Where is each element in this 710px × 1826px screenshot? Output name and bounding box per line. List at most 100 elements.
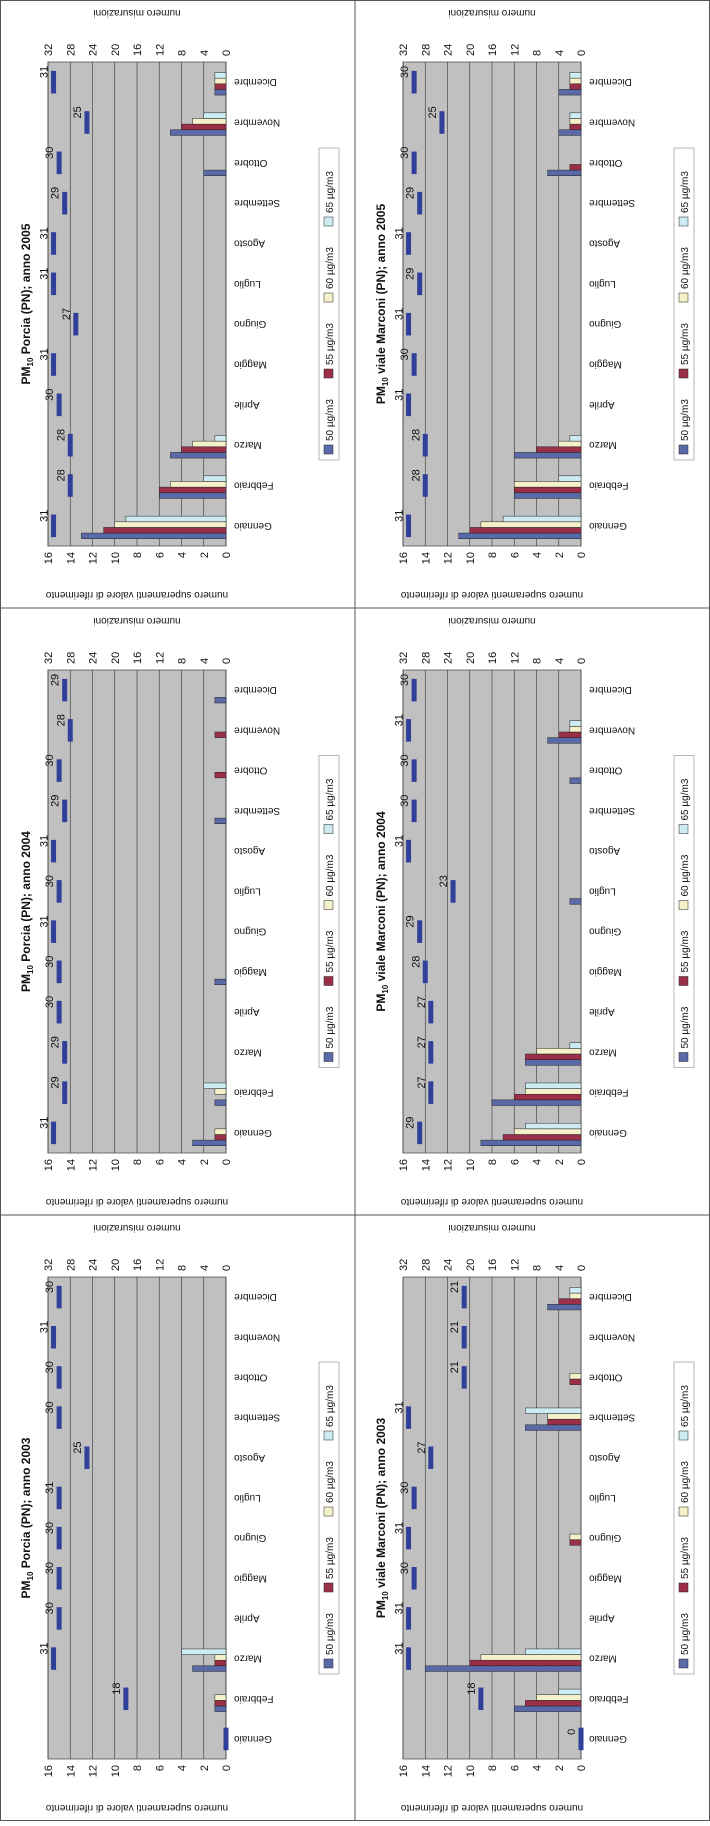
legend-label: 60 µg/m3	[680, 247, 691, 289]
bar	[558, 1298, 582, 1305]
x-tick-label: Luglio	[234, 885, 261, 896]
bar	[203, 112, 227, 119]
measurement-label: 21	[449, 1321, 461, 1333]
y-tick-label: 0	[576, 1765, 588, 1771]
y-tick-label: 4	[177, 1765, 189, 1771]
measurement-label: 30	[44, 1562, 56, 1574]
x-tick-label: Gennaio	[234, 1127, 272, 1138]
y-tick-label: 4	[177, 1159, 189, 1165]
measurement-label: 31	[44, 1482, 56, 1494]
chart-title: PM10 viale Marconi (PN); anno 2005	[374, 204, 390, 405]
x-tick-label: Novembre	[234, 117, 281, 128]
measurement-marker	[67, 719, 73, 742]
y2-tick-label: 12	[154, 1259, 166, 1271]
measurement-marker	[51, 839, 57, 863]
y2-tick-label: 4	[199, 658, 211, 664]
bar	[192, 1139, 227, 1147]
x-tick-label: Novembre	[234, 724, 281, 735]
legend-swatch	[323, 1582, 334, 1593]
y2-tick-label: 16	[132, 1259, 144, 1271]
x-tick-label: Febbraio	[589, 1693, 629, 1704]
chart-panel: PM10 Porcia (PN); anno 20050246810121416…	[19, 7, 340, 600]
measurement-label: 28	[55, 469, 67, 481]
chart-title-prefix: PM	[19, 974, 33, 992]
bar	[569, 1292, 582, 1299]
bar	[214, 817, 227, 825]
y2-axis-label: numero misurazioni	[93, 615, 180, 626]
bar	[558, 129, 582, 136]
bar	[525, 1424, 582, 1431]
measurement-marker	[62, 678, 68, 702]
measurement-marker	[56, 1486, 62, 1510]
measurement-marker	[56, 1285, 62, 1309]
measurement-label: 31	[39, 66, 51, 78]
bar	[170, 129, 227, 136]
y-tick-label: 2	[554, 1159, 566, 1165]
x-tick-label: Agosto	[234, 238, 266, 249]
measurement-label: 30	[399, 66, 411, 78]
legend-swatch	[323, 444, 334, 455]
y2-axis-label: numero misurazioni	[448, 7, 535, 18]
x-tick-label: Ottobre	[589, 1371, 623, 1382]
measurement-marker	[428, 1041, 434, 1064]
measurement-label: 28	[410, 956, 422, 968]
measurement-label: 31	[39, 915, 51, 927]
x-tick-label: Luglio	[589, 1492, 616, 1503]
y-tick-label: 10	[465, 1159, 477, 1171]
chart-title-rest: viale Marconi (PN); anno 2004	[374, 811, 388, 985]
y2-axis-label: numero misurazioni	[93, 7, 180, 18]
measurement-marker	[578, 1727, 584, 1751]
legend-label: 65 µg/m3	[680, 778, 691, 820]
bar	[192, 118, 227, 125]
legend-label: 55 µg/m3	[680, 1537, 691, 1579]
y-tick-label: 0	[221, 1765, 233, 1771]
bar	[569, 164, 582, 171]
x-tick-label: Febbraio	[589, 1087, 629, 1098]
bar	[203, 475, 227, 482]
legend-swatch	[323, 1430, 334, 1441]
y2-tick-label: 32	[398, 1259, 410, 1271]
bar	[214, 83, 227, 90]
y2-tick-label: 4	[554, 658, 566, 664]
measurement-label: 29	[50, 674, 62, 686]
chart-title: PM10 viale Marconi (PN); anno 2004	[374, 811, 390, 1012]
bar	[214, 697, 227, 704]
bar	[525, 1053, 582, 1060]
y2-tick-label: 8	[177, 50, 189, 56]
y2-tick-label: 24	[88, 1259, 100, 1271]
legend-label: 60 µg/m3	[325, 247, 336, 289]
x-tick-label: Dicembre	[589, 684, 632, 695]
y2-tick-label: 32	[43, 652, 55, 664]
measurement-marker	[411, 353, 417, 376]
y-tick-label: 6	[509, 1159, 521, 1165]
y-tick-label: 14	[420, 1159, 432, 1171]
measurement-marker	[56, 1607, 62, 1630]
measurement-marker	[411, 759, 417, 782]
legend-swatch	[323, 368, 334, 379]
measurement-label: 29	[50, 187, 62, 199]
measurement-marker	[411, 1486, 417, 1510]
legend-label: 55 µg/m3	[680, 323, 691, 365]
legend-swatch	[678, 1430, 689, 1441]
y-axis-label: numero superamenti valore di riferimento	[400, 1196, 583, 1207]
y-tick-label: 16	[43, 552, 55, 564]
bar	[569, 1539, 582, 1546]
x-tick-label: Marzo	[234, 439, 262, 450]
x-tick-label: Febbraio	[589, 480, 629, 491]
bar	[469, 527, 582, 534]
y-tick-label: 16	[398, 1159, 410, 1171]
bar	[525, 1122, 582, 1130]
bar	[569, 898, 582, 905]
measurement-label: 30	[399, 1482, 411, 1494]
measurement-marker	[478, 1687, 484, 1710]
measurement-label: 31	[39, 1117, 51, 1129]
y-tick-label: 10	[110, 1159, 122, 1171]
measurement-marker	[62, 1081, 68, 1104]
y2-tick-label: 4	[554, 1265, 566, 1271]
x-tick-label: Settembre	[589, 197, 636, 208]
legend-swatch	[678, 1052, 689, 1062]
y-tick-label: 14	[65, 1159, 77, 1171]
x-tick-label: Febbraio	[234, 480, 274, 491]
bar	[536, 446, 582, 453]
y-tick-label: 16	[398, 1765, 410, 1777]
